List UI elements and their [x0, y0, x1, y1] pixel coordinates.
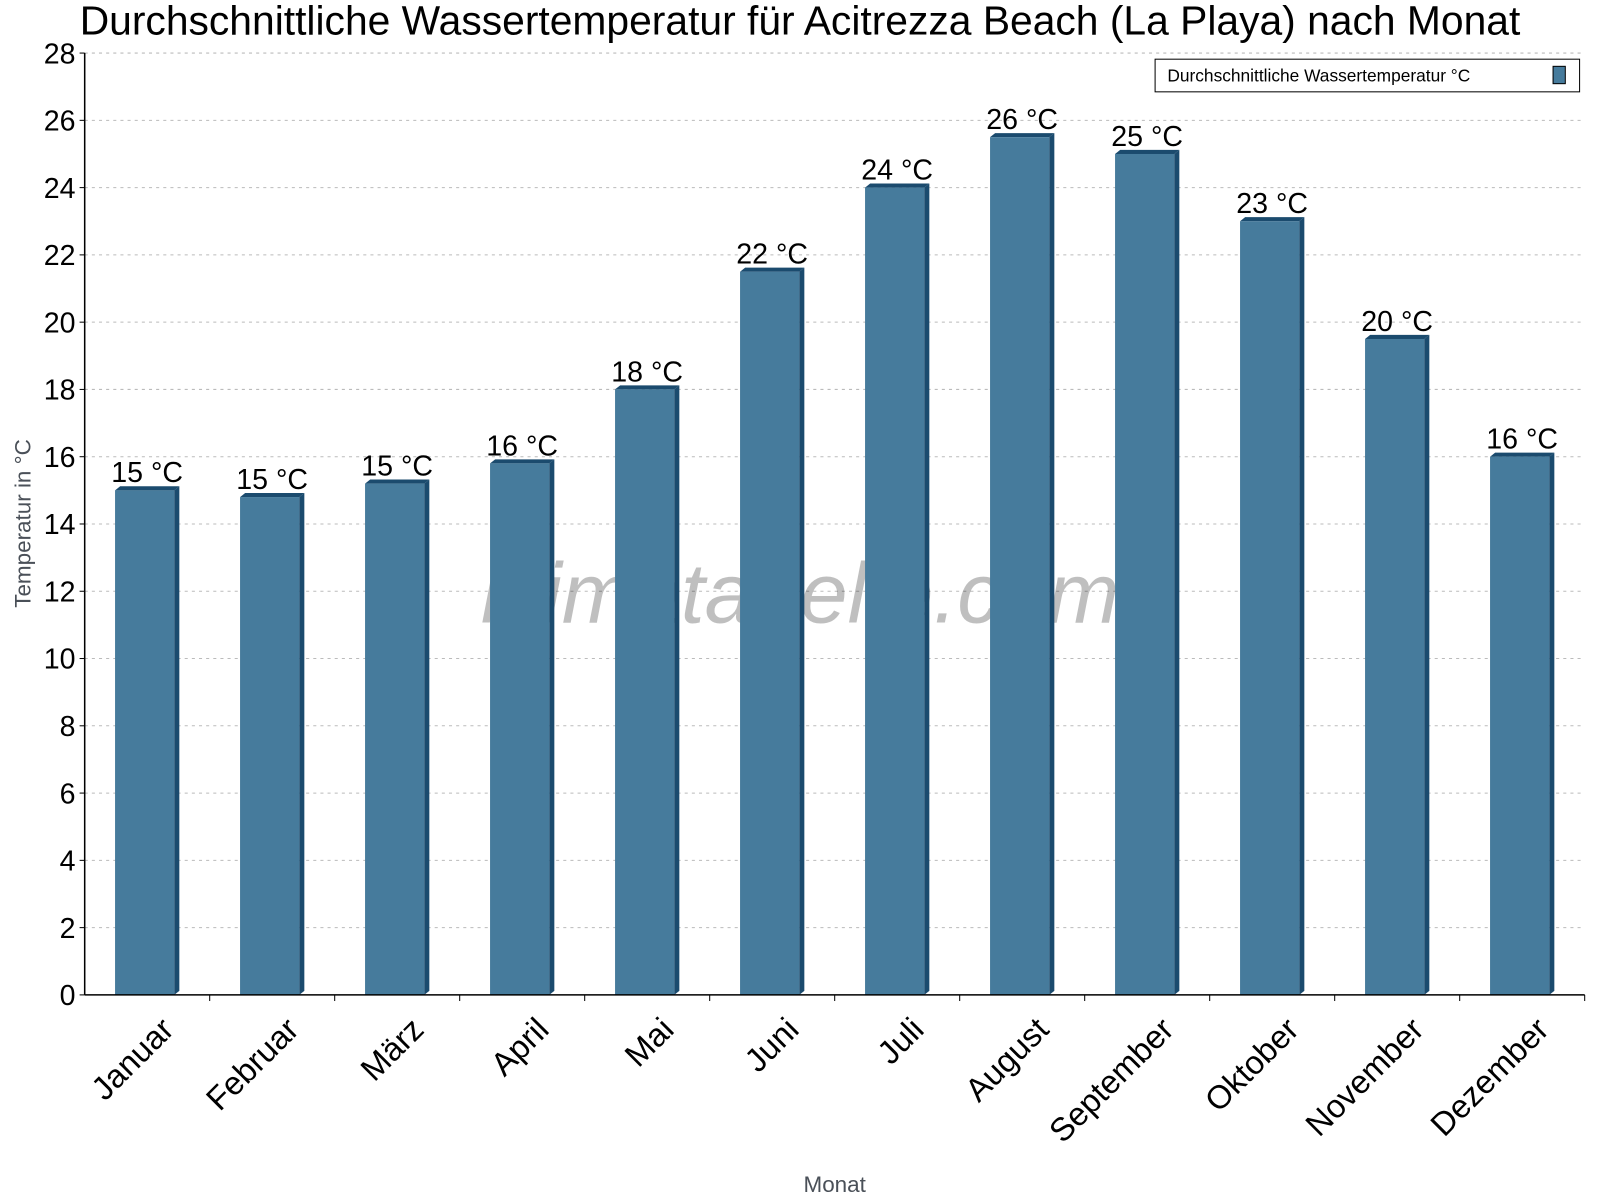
y-tick-label: 6	[60, 778, 76, 810]
x-tick-label: Februar	[199, 1010, 306, 1117]
data-label: 15 °C	[111, 457, 183, 489]
bar-side	[1549, 452, 1555, 995]
y-tick-label: 14	[44, 509, 76, 541]
bar-top	[990, 133, 1055, 138]
x-tick-label: Juni	[737, 1010, 806, 1079]
legend-label: Durchschnittliche Wassertemperatur °C	[1167, 66, 1470, 86]
y-tick-label: 2	[60, 913, 76, 945]
x-tick-label: März	[353, 1010, 430, 1087]
y-tick-label: 10	[44, 644, 76, 676]
x-tick-label: November	[1298, 1010, 1431, 1143]
x-tick-label: Januar	[84, 1010, 181, 1107]
data-label: 18 °C	[611, 356, 683, 388]
bar-top	[865, 183, 930, 188]
bar-top	[240, 492, 305, 498]
bar-top	[1115, 149, 1180, 154]
bar	[365, 483, 425, 995]
bar-side	[674, 385, 680, 995]
y-tick-label: 26	[44, 106, 76, 138]
bar	[490, 463, 550, 995]
x-tick-label: Oktober	[1197, 1010, 1305, 1118]
y-axis-label: Temperatur in °C	[11, 439, 36, 608]
data-label: 26 °C	[986, 104, 1058, 136]
bar	[1240, 221, 1300, 995]
x-axis-label: Monat	[804, 1172, 867, 1197]
y-tick-label: 18	[44, 375, 76, 407]
legend: Durchschnittliche Wassertemperatur °C	[1154, 58, 1581, 93]
data-label: 16 °C	[486, 430, 558, 462]
bar	[990, 137, 1050, 995]
bar	[1115, 153, 1175, 995]
chart-title: Durchschnittliche Wassertemperatur für A…	[80, 0, 1521, 44]
bar-side	[799, 267, 805, 995]
bar-top	[115, 486, 180, 491]
data-label: 20 °C	[1361, 306, 1433, 338]
x-tick-label: Dezember	[1423, 1010, 1556, 1143]
bar-side	[424, 479, 430, 995]
data-label: 15 °C	[361, 450, 433, 482]
bar-top	[615, 385, 680, 390]
bar-side	[299, 492, 305, 995]
bar-side	[1174, 149, 1180, 995]
data-label: 23 °C	[1236, 188, 1308, 220]
y-tick-label: 8	[60, 711, 76, 743]
bar	[240, 497, 300, 995]
bar-side	[924, 183, 930, 995]
bar-side	[1049, 133, 1055, 995]
y-tick-label: 16	[44, 442, 76, 474]
data-label: 25 °C	[1111, 121, 1183, 153]
bar	[1365, 338, 1425, 995]
x-tick-label: April	[483, 1010, 555, 1082]
bar-side	[549, 459, 555, 995]
data-label: 22 °C	[736, 239, 808, 271]
bar-top	[490, 459, 555, 464]
x-tick-label: September	[1041, 1010, 1180, 1149]
x-tick-label: Mai	[617, 1010, 680, 1073]
data-label: 24 °C	[861, 154, 933, 186]
bar-side	[1424, 334, 1430, 995]
bar-top	[1240, 217, 1305, 222]
bar-top	[1365, 334, 1430, 339]
bar	[115, 490, 175, 995]
bar	[740, 271, 800, 995]
bar-top	[1490, 452, 1555, 457]
x-tick-label: August	[958, 1010, 1056, 1108]
bar	[1490, 456, 1550, 995]
data-label: 16 °C	[1486, 424, 1558, 456]
bar-side	[174, 486, 180, 995]
y-tick-label: 0	[60, 980, 76, 1012]
y-tick-label: 24	[44, 173, 76, 205]
y-tick-label: 20	[44, 307, 76, 339]
legend-swatch	[1552, 65, 1566, 85]
bar	[615, 389, 675, 995]
y-tick-label: 4	[60, 846, 76, 878]
y-tick-label: 28	[44, 38, 76, 70]
bar-side	[1299, 217, 1305, 995]
y-tick-label: 12	[44, 576, 76, 608]
bar-top	[365, 479, 430, 484]
data-label: 15 °C	[236, 464, 308, 496]
bar-top	[740, 267, 805, 272]
x-tick-label: Juli	[870, 1010, 931, 1071]
y-tick-label: 22	[44, 240, 76, 272]
bar	[865, 187, 925, 995]
